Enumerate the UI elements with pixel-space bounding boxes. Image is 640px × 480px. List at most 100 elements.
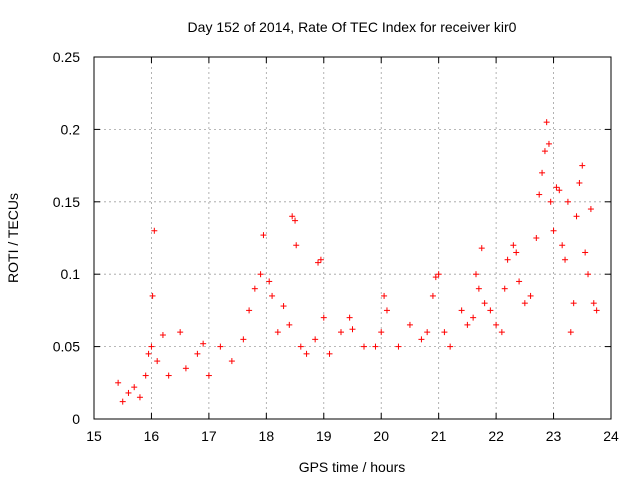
data-point bbox=[570, 300, 577, 307]
data-point bbox=[125, 389, 132, 396]
data-point bbox=[536, 191, 543, 198]
x-tick-label: 23 bbox=[546, 428, 562, 444]
x-tick-label: 15 bbox=[86, 428, 102, 444]
y-tick-label: 0.15 bbox=[53, 194, 80, 210]
data-point bbox=[205, 372, 212, 379]
data-point bbox=[177, 329, 184, 336]
data-point bbox=[516, 278, 523, 285]
data-point bbox=[590, 300, 597, 307]
data-point bbox=[585, 271, 592, 278]
data-point bbox=[573, 213, 580, 220]
x-tick-labels: 15 16 17 18 19 20 21 22 23 24 bbox=[86, 428, 619, 444]
data-point bbox=[579, 162, 586, 169]
data-point bbox=[447, 343, 454, 350]
data-point bbox=[246, 307, 253, 314]
x-tick-label: 24 bbox=[603, 428, 619, 444]
plot-frame bbox=[93, 56, 612, 420]
y-tick-labels: 0 0.05 0.1 0.15 0.2 0.25 bbox=[53, 49, 80, 427]
data-point bbox=[539, 169, 546, 176]
data-point bbox=[501, 285, 508, 292]
x-tick-label: 19 bbox=[316, 428, 332, 444]
data-point bbox=[498, 329, 505, 336]
data-point bbox=[521, 300, 528, 307]
x-tick-label: 18 bbox=[259, 428, 275, 444]
data-point bbox=[545, 140, 552, 147]
x-tick-label: 22 bbox=[488, 428, 504, 444]
x-axis-label: GPS time / hours bbox=[299, 459, 406, 475]
data-point bbox=[372, 343, 379, 350]
data-point bbox=[148, 343, 155, 350]
data-point bbox=[338, 329, 345, 336]
data-point bbox=[360, 343, 367, 350]
data-point bbox=[510, 242, 517, 249]
data-point bbox=[274, 329, 281, 336]
x-tick-label: 17 bbox=[201, 428, 217, 444]
data-point bbox=[435, 271, 442, 278]
data-point bbox=[533, 235, 540, 241]
data-point bbox=[286, 321, 293, 328]
data-point bbox=[251, 285, 258, 292]
data-point bbox=[317, 256, 324, 263]
data-point bbox=[587, 206, 594, 213]
data-point bbox=[582, 249, 589, 256]
data-point bbox=[406, 321, 413, 328]
data-point bbox=[381, 292, 388, 299]
data-point bbox=[441, 329, 448, 336]
data-point bbox=[165, 372, 172, 379]
data-point bbox=[194, 350, 201, 357]
data-point bbox=[349, 326, 356, 333]
data-point bbox=[567, 329, 574, 336]
data-point bbox=[527, 292, 534, 299]
data-point bbox=[303, 350, 310, 357]
data-point bbox=[297, 343, 304, 350]
y-axis-label: ROTI / TECUs bbox=[5, 193, 21, 283]
data-point bbox=[217, 343, 224, 350]
data-point bbox=[481, 300, 488, 307]
data-point bbox=[315, 259, 322, 266]
grid-lines bbox=[94, 57, 611, 419]
data-point bbox=[475, 285, 482, 292]
data-point bbox=[550, 227, 557, 234]
data-point bbox=[346, 314, 353, 321]
data-point bbox=[547, 198, 554, 205]
data-point bbox=[320, 314, 327, 321]
data-point bbox=[556, 187, 563, 194]
axis-ticks bbox=[93, 56, 612, 420]
data-point bbox=[200, 340, 207, 347]
data-point bbox=[383, 307, 390, 314]
data-point bbox=[293, 242, 300, 249]
data-point bbox=[266, 278, 273, 285]
data-points bbox=[115, 119, 600, 405]
data-point bbox=[269, 292, 276, 299]
y-tick-label: 0.2 bbox=[61, 121, 81, 137]
data-point bbox=[541, 148, 548, 155]
data-point bbox=[553, 184, 560, 191]
data-point bbox=[559, 242, 566, 249]
x-tick-label: 21 bbox=[431, 428, 447, 444]
data-point bbox=[289, 213, 296, 220]
data-point bbox=[182, 365, 189, 372]
data-point bbox=[478, 245, 485, 252]
data-point bbox=[326, 350, 333, 357]
data-point bbox=[504, 256, 511, 263]
data-point bbox=[240, 336, 247, 343]
data-point bbox=[280, 303, 287, 310]
data-point bbox=[159, 332, 166, 339]
y-tick-label: 0.1 bbox=[61, 266, 81, 282]
x-tick-label: 16 bbox=[144, 428, 160, 444]
y-tick-label: 0.05 bbox=[53, 339, 80, 355]
data-point bbox=[312, 336, 319, 343]
data-point bbox=[418, 336, 425, 343]
data-point bbox=[473, 271, 480, 278]
data-point bbox=[564, 198, 571, 205]
data-point bbox=[154, 358, 161, 365]
data-point bbox=[131, 384, 138, 391]
data-point bbox=[576, 179, 583, 186]
data-point bbox=[493, 321, 500, 328]
data-point bbox=[292, 217, 299, 224]
data-point bbox=[424, 329, 431, 336]
data-point bbox=[464, 321, 471, 328]
data-point bbox=[145, 350, 152, 357]
data-point bbox=[228, 358, 235, 365]
